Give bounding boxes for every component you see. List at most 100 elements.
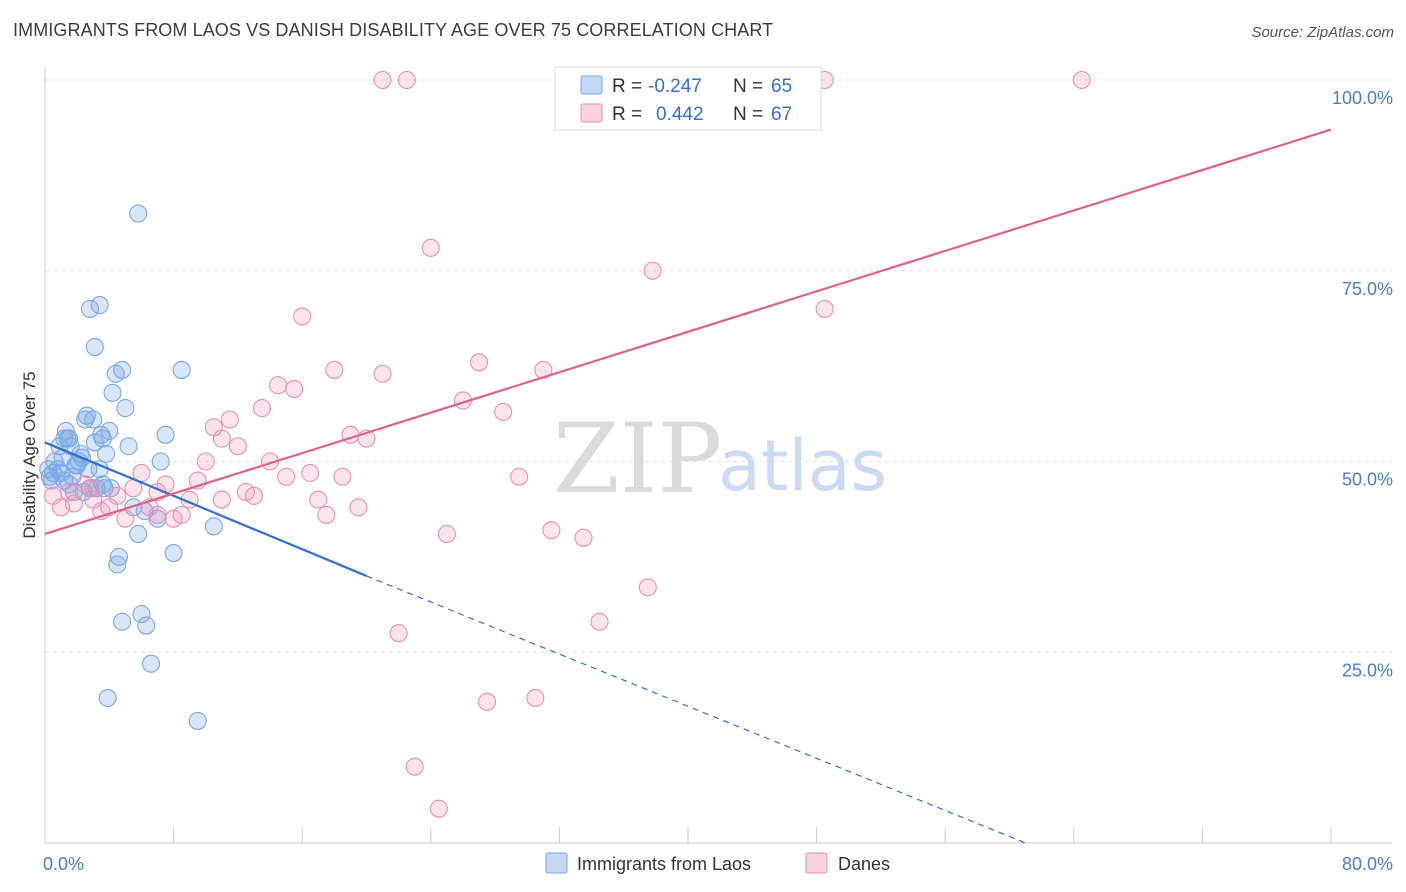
point-danes <box>526 688 545 708</box>
legend-swatch-pink <box>580 103 603 123</box>
watermark-atlas: atlas <box>718 425 887 507</box>
point-laos <box>85 337 104 357</box>
point-danes <box>293 307 312 326</box>
axes <box>44 67 1392 844</box>
point-laos <box>204 517 223 536</box>
point-danes <box>815 299 834 318</box>
y-tick-label: 75.0% <box>1342 279 1393 299</box>
point-danes <box>220 410 239 429</box>
point-danes <box>494 402 513 421</box>
point-laos <box>172 360 191 379</box>
point-laos <box>97 444 116 463</box>
point-danes <box>429 799 448 818</box>
y-tick-label: 25.0% <box>1342 660 1393 680</box>
point-laos <box>137 616 156 635</box>
point-laos <box>129 204 148 223</box>
legend-box <box>554 66 822 131</box>
point-laos <box>156 425 175 444</box>
point-laos <box>93 429 112 448</box>
bottom-legend-swatch-blue <box>545 852 568 874</box>
point-danes <box>108 486 127 505</box>
point-laos <box>113 612 132 631</box>
chart-title: IMMIGRANTS FROM LAOS VS DANISH DISABILIT… <box>13 20 774 40</box>
point-laos <box>142 654 161 673</box>
watermark-zip: ZIP <box>553 403 722 515</box>
point-laos <box>113 360 132 379</box>
point-laos <box>116 399 135 418</box>
point-laos <box>60 429 79 448</box>
point-danes <box>285 379 304 399</box>
point-danes <box>397 70 416 90</box>
point-laos <box>103 383 122 402</box>
point-danes <box>373 364 392 383</box>
watermark: ZIP atlas <box>553 403 887 515</box>
point-danes <box>405 757 424 776</box>
point-danes <box>60 482 79 502</box>
series-danes <box>43 70 1091 818</box>
legend-swatch-blue <box>580 75 603 95</box>
point-danes <box>172 505 191 524</box>
point-danes <box>325 360 344 379</box>
legend-r-value-1: -0.247 <box>648 76 702 97</box>
point-danes <box>317 505 336 524</box>
point-danes <box>590 612 609 631</box>
point-danes <box>212 429 231 448</box>
trend-lines <box>44 128 1332 844</box>
legend-r-value-2: 0.442 <box>656 104 704 125</box>
point-danes <box>212 490 231 509</box>
x-tick-label: 0.0% <box>43 854 84 874</box>
point-danes <box>437 524 456 544</box>
point-danes <box>478 692 497 711</box>
grid-lines <box>45 79 1392 653</box>
point-danes <box>269 376 288 395</box>
point-danes <box>542 521 561 540</box>
legend-n-value-2: 67 <box>771 104 792 125</box>
point-danes <box>534 360 553 379</box>
point-laos <box>98 688 117 708</box>
y-axis-label: Disability Age Over 75 <box>20 371 39 538</box>
point-danes <box>510 467 529 486</box>
point-laos <box>84 410 103 429</box>
series-legend: Immigrants from Laos Danes <box>545 852 890 874</box>
stats-legend: R = -0.247 N = 65 R = 0.442 N = 67 <box>554 66 822 131</box>
point-danes <box>196 452 215 471</box>
point-danes <box>469 353 489 372</box>
chart-source: Source: ZipAtlas.com <box>1251 24 1394 41</box>
point-danes <box>148 505 167 524</box>
point-laos <box>39 460 58 479</box>
bottom-legend-label-laos: Immigrants from Laos <box>577 854 751 874</box>
point-laos <box>151 452 170 471</box>
point-danes <box>349 498 368 517</box>
point-laos <box>55 429 74 448</box>
legend-n-value-1: 65 <box>771 76 792 97</box>
point-danes <box>389 624 408 643</box>
trend-line-laos <box>44 441 367 577</box>
point-danes <box>574 528 593 547</box>
point-laos <box>119 437 138 456</box>
point-laos <box>109 547 128 566</box>
trend-line-danes <box>44 128 1332 536</box>
legend-n-label-1: N = <box>733 76 763 97</box>
point-laos <box>42 471 61 490</box>
legend-r-label-2: R = <box>612 104 642 125</box>
point-danes <box>643 261 662 280</box>
point-danes <box>301 463 320 482</box>
legend-n-label-2: N = <box>733 104 763 125</box>
point-danes <box>638 578 657 597</box>
point-danes <box>116 509 135 528</box>
y-tick-labels: 25.0% 50.0% 75.0% 100.0% <box>1332 88 1393 680</box>
point-danes <box>421 238 440 257</box>
point-laos <box>129 524 148 544</box>
point-danes <box>228 437 247 456</box>
series-immigrants-from-laos <box>39 204 223 730</box>
x-tick-label: 80.0% <box>1342 854 1393 874</box>
point-danes <box>333 467 352 486</box>
point-danes <box>277 467 296 486</box>
point-laos <box>100 421 119 441</box>
point-laos <box>164 544 183 563</box>
point-laos <box>132 605 151 624</box>
y-tick-label: 50.0% <box>1342 470 1393 490</box>
point-laos <box>90 296 109 315</box>
legend-r-label-1: R = <box>612 76 642 97</box>
